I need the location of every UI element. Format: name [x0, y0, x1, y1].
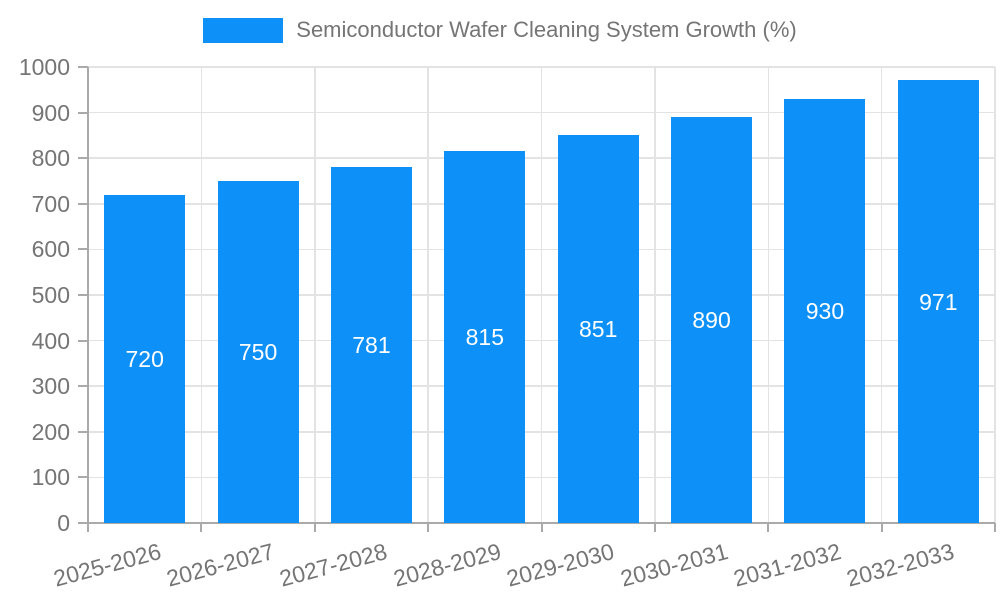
y-axis-tick [78, 66, 88, 68]
y-tick-label: 600 [31, 236, 70, 263]
x-axis-tick [540, 523, 543, 532]
x-tick-label: 2026-2027 [163, 538, 277, 592]
legend-swatch[interactable] [203, 17, 284, 43]
y-tick-label: 500 [31, 282, 70, 308]
x-axis-tick [200, 523, 203, 532]
gridline-vertical [427, 67, 429, 523]
x-axis-line [78, 522, 995, 524]
bar[interactable] [104, 194, 186, 523]
y-tick-label: 300 [31, 373, 70, 400]
x-tick-label: 2031-2032 [730, 538, 844, 592]
gridline-vertical [994, 67, 996, 523]
bar[interactable] [897, 80, 979, 523]
y-axis-tick [78, 339, 88, 342]
gridline-vertical [200, 67, 203, 523]
y-axis-tick [78, 476, 88, 479]
y-tick-label: 800 [31, 145, 70, 172]
x-axis-tick [994, 523, 996, 532]
bar[interactable] [557, 134, 639, 523]
bar-value-label: 815 [465, 324, 504, 351]
x-axis-tick [653, 523, 656, 532]
bar[interactable] [671, 117, 753, 523]
x-axis-tick [767, 523, 770, 532]
y-tick-label: 900 [31, 99, 70, 126]
y-axis-tick [78, 385, 88, 388]
x-tick-label: 2029-2030 [503, 538, 617, 592]
gridline-vertical [767, 67, 769, 523]
bar[interactable] [784, 98, 866, 523]
bar[interactable] [330, 166, 412, 523]
bar[interactable] [217, 181, 299, 523]
x-axis-tick [313, 523, 316, 532]
gridline-vertical [314, 67, 316, 523]
gridline-vertical [880, 67, 883, 523]
bar-value-label: 971 [919, 288, 958, 315]
bar-value-label: 890 [692, 307, 731, 334]
x-tick-label: 2025-2026 [50, 538, 164, 592]
gridline-vertical [654, 67, 656, 523]
x-tick-label: 2028-2029 [390, 538, 504, 592]
y-tick-label: 400 [31, 327, 70, 354]
x-axis-tick [880, 523, 883, 532]
y-tick-label: 0 [57, 510, 70, 536]
y-tick-label: 100 [31, 464, 70, 491]
bar[interactable] [444, 151, 526, 523]
y-axis-tick [78, 157, 88, 160]
x-tick-label: 2032-2033 [844, 538, 958, 592]
legend-item[interactable]: Semiconductor Wafer Cleaning System Grow… [0, 16, 1000, 44]
legend-label[interactable]: Semiconductor Wafer Cleaning System Grow… [296, 17, 797, 42]
gridline-vertical [540, 67, 543, 523]
y-tick-label: 200 [31, 418, 70, 445]
x-axis-tick [87, 523, 89, 532]
y-axis-tick [78, 430, 88, 433]
y-axis-tick [78, 202, 88, 205]
y-axis-line [87, 67, 89, 523]
y-tick-label: 1000 [18, 54, 70, 80]
x-tick-label: 2027-2028 [277, 538, 391, 592]
bar-value-label: 930 [805, 297, 845, 324]
x-tick-label: 2030-2031 [617, 538, 731, 592]
bar-value-label: 750 [238, 339, 278, 365]
x-axis-tick [427, 523, 430, 532]
bar-value-label: 781 [352, 331, 391, 358]
y-axis-tick [78, 111, 88, 114]
y-axis-tick [78, 294, 88, 296]
y-axis-tick [78, 248, 88, 251]
bar-value-label: 720 [125, 345, 164, 372]
y-tick-label: 700 [31, 190, 70, 217]
bar-value-label: 851 [579, 315, 618, 342]
